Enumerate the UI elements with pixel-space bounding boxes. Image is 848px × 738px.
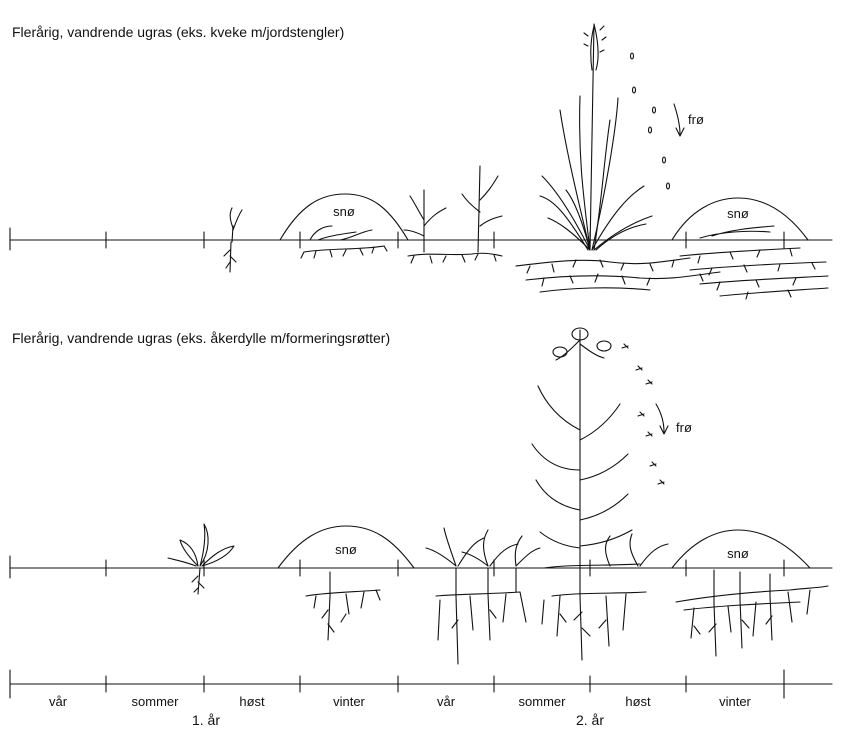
snow-mound [278, 526, 414, 568]
year-label: 1. år [191, 712, 220, 728]
falling-seeds [631, 53, 685, 189]
mature-thistle [532, 328, 668, 660]
snow-label: snø [335, 542, 357, 557]
season-label: vår [48, 694, 68, 709]
snow-label: snø [727, 206, 749, 221]
seed-label: frø [688, 112, 704, 127]
seed-arrow [674, 104, 684, 136]
snow-mound [280, 194, 408, 240]
season-label: høst [239, 694, 265, 709]
panel-title: Flerårig, vandrende ugras (eks. åkerdyll… [12, 330, 391, 346]
snow-label: snø [727, 546, 749, 561]
seed-label: frø [676, 420, 692, 435]
season-label: sommer [131, 694, 179, 709]
season-label: høst [625, 694, 651, 709]
year-label: 2. år [575, 712, 604, 728]
season-label: sommer [518, 694, 566, 709]
root-network-winter-2 [676, 570, 828, 656]
season-label: vinter [719, 694, 751, 709]
timeline [10, 670, 832, 698]
couch-grass-panel [10, 24, 832, 299]
snow-label: snø [333, 204, 355, 219]
grass-shoots-spring [404, 166, 502, 263]
rhizome-network [516, 226, 828, 299]
season-label: vinter [333, 694, 365, 709]
snow-mound [672, 198, 808, 240]
season-ticks [10, 556, 784, 578]
thistle-panel [10, 328, 832, 664]
season-ticks [10, 228, 784, 250]
grass-seedling [224, 208, 242, 272]
snow-mound [672, 530, 810, 568]
rhizome-winter-1 [301, 226, 387, 258]
thistle-shoots-spring [426, 528, 540, 664]
mature-grass-clump [540, 24, 652, 250]
panel-title: Flerårig, vandrende ugras (eks. kveke m/… [12, 24, 345, 40]
flying-seeds [622, 344, 668, 484]
thistle-rosette [168, 524, 234, 594]
season-label: vår [436, 694, 456, 709]
seed-arrow [656, 404, 668, 434]
creeping-roots-winter [306, 572, 380, 640]
